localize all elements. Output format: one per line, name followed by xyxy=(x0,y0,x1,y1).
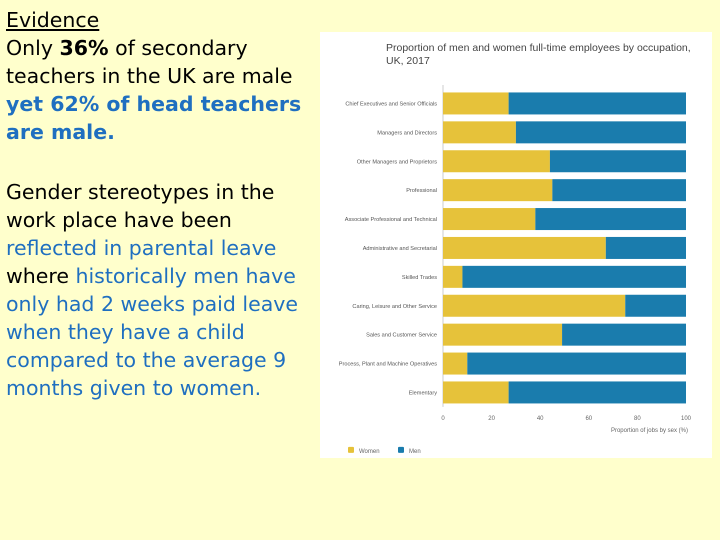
bar-women-6 xyxy=(443,265,463,288)
category-label-8: Sales and Customer Service xyxy=(366,333,437,339)
bar-women-5 xyxy=(443,236,606,259)
bar-women-1 xyxy=(443,121,516,144)
bar-men-4 xyxy=(535,208,686,231)
bar-men-9 xyxy=(467,352,686,375)
p2-text-c: where xyxy=(6,264,76,288)
p1-percent: 36% xyxy=(59,36,109,60)
bar-women-10 xyxy=(443,381,509,404)
bar-men-3 xyxy=(552,179,686,202)
p2-highlight-b: historically men have only had 2 weeks p… xyxy=(6,264,298,400)
p2-text-a: Gender stereotypes in the work place hav… xyxy=(6,180,275,232)
chart-svg: Chief Executives and Senior Officials Man… xyxy=(339,85,692,455)
p2-highlight-a: reflected in parental leave xyxy=(6,236,277,260)
category-label-5: Administrative and Secretarial xyxy=(363,246,437,252)
category-label-2: Other Managers and Proprietors xyxy=(357,159,437,165)
bar-men-10 xyxy=(508,381,686,404)
bar-women-9 xyxy=(443,352,468,375)
p1-highlight: yet 62% of head teachers are male. xyxy=(6,92,302,144)
bar-women-0 xyxy=(443,92,509,115)
legend-swatch-women xyxy=(348,446,354,453)
x-tick-5: 100 xyxy=(681,416,692,422)
x-axis-label: Proportion of jobs by sex (%) xyxy=(611,428,688,434)
bar-men-5 xyxy=(605,236,686,259)
bar-women-3 xyxy=(443,179,553,202)
category-label-9: Process, Plant and Machine Operatives xyxy=(339,362,437,368)
p1-text-b: of secondary teachers in the UK are male xyxy=(6,36,293,88)
bar-men-8 xyxy=(562,323,686,346)
bar-men-6 xyxy=(462,265,686,288)
spacer xyxy=(6,146,324,178)
chart-panel: Proportion of men and women full-time em… xyxy=(320,32,712,458)
bar-men-2 xyxy=(549,150,686,173)
category-label-3: Professional xyxy=(406,188,437,194)
category-label-6: Skilled Trades xyxy=(402,275,437,281)
paragraph-2: Gender stereotypes in the work place hav… xyxy=(6,178,324,402)
paragraph-1: Evidence Only 36% of secondary teachers i… xyxy=(6,6,324,146)
legend-label-men: Men xyxy=(409,449,421,455)
bar-women-8 xyxy=(443,323,563,346)
category-label-0: Chief Executives and Senior Officials xyxy=(345,101,437,107)
category-label-10: Elementary xyxy=(409,390,437,396)
x-tick-4: 80 xyxy=(634,416,641,422)
category-label-1: Managers and Directors xyxy=(377,130,437,136)
chart-title: Proportion of men and women full-time em… xyxy=(386,42,691,67)
evidence-text: Evidence Only 36% of secondary teachers i… xyxy=(6,6,324,402)
legend-label-women: Women xyxy=(359,449,380,455)
heading: Evidence xyxy=(6,8,100,32)
category-label-4: Associate Professional and Technical xyxy=(345,217,437,223)
x-tick-1: 20 xyxy=(488,416,495,422)
bar-women-7 xyxy=(443,294,626,317)
category-label-7: Caring, Leisure and Other Service xyxy=(352,304,437,310)
x-tick-2: 40 xyxy=(537,416,544,422)
bar-men-0 xyxy=(508,92,686,115)
bar-men-1 xyxy=(515,121,686,144)
bar-men-7 xyxy=(625,294,686,317)
bar-women-4 xyxy=(443,208,536,231)
p1-text-a: Only xyxy=(6,36,60,60)
x-tick-3: 60 xyxy=(585,416,592,422)
legend-swatch-men xyxy=(398,446,404,453)
x-tick-0: 0 xyxy=(441,416,445,422)
bar-women-2 xyxy=(443,150,550,173)
